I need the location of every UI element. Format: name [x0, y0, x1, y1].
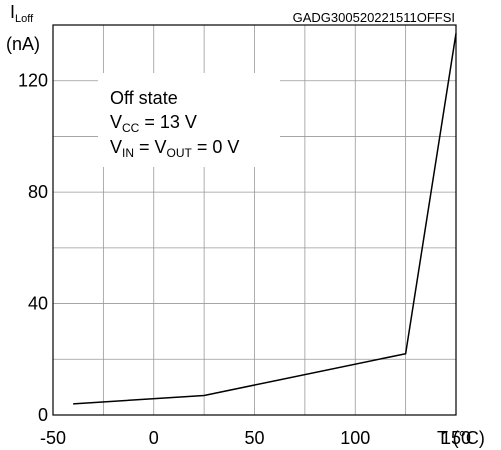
plot-area [52, 24, 457, 416]
y-tick-label: 80 [28, 182, 48, 202]
x-tick-label: 50 [244, 428, 264, 448]
y-tick-label: 40 [28, 294, 48, 314]
x-tick-label: -50 [40, 428, 66, 448]
y-tick-label: 0 [38, 405, 48, 425]
y-axis-label: ILoff [10, 2, 34, 25]
x-tick-label: 150 [441, 428, 471, 448]
x-tick-labels: -50 0 50 100 150 [40, 428, 471, 448]
annotation-line-1: Off state [110, 88, 178, 108]
x-tick-label: 0 [149, 428, 159, 448]
annotation-line-3: VIN = VOUT = 0 V [110, 137, 239, 160]
y-axis-unit: (nA) [6, 34, 40, 54]
x-tick-label: 100 [340, 428, 370, 448]
series-line [73, 33, 457, 405]
annotation-line-2: VCC = 13 V [110, 112, 197, 135]
x-axis-label: T (°C) [437, 428, 485, 448]
y-tick-labels: 0 40 80 120 [18, 71, 48, 425]
annotation-box [98, 73, 280, 167]
y-tick-label: 120 [18, 71, 48, 91]
figure-id: GADG300520221511OFFSI [293, 10, 455, 25]
